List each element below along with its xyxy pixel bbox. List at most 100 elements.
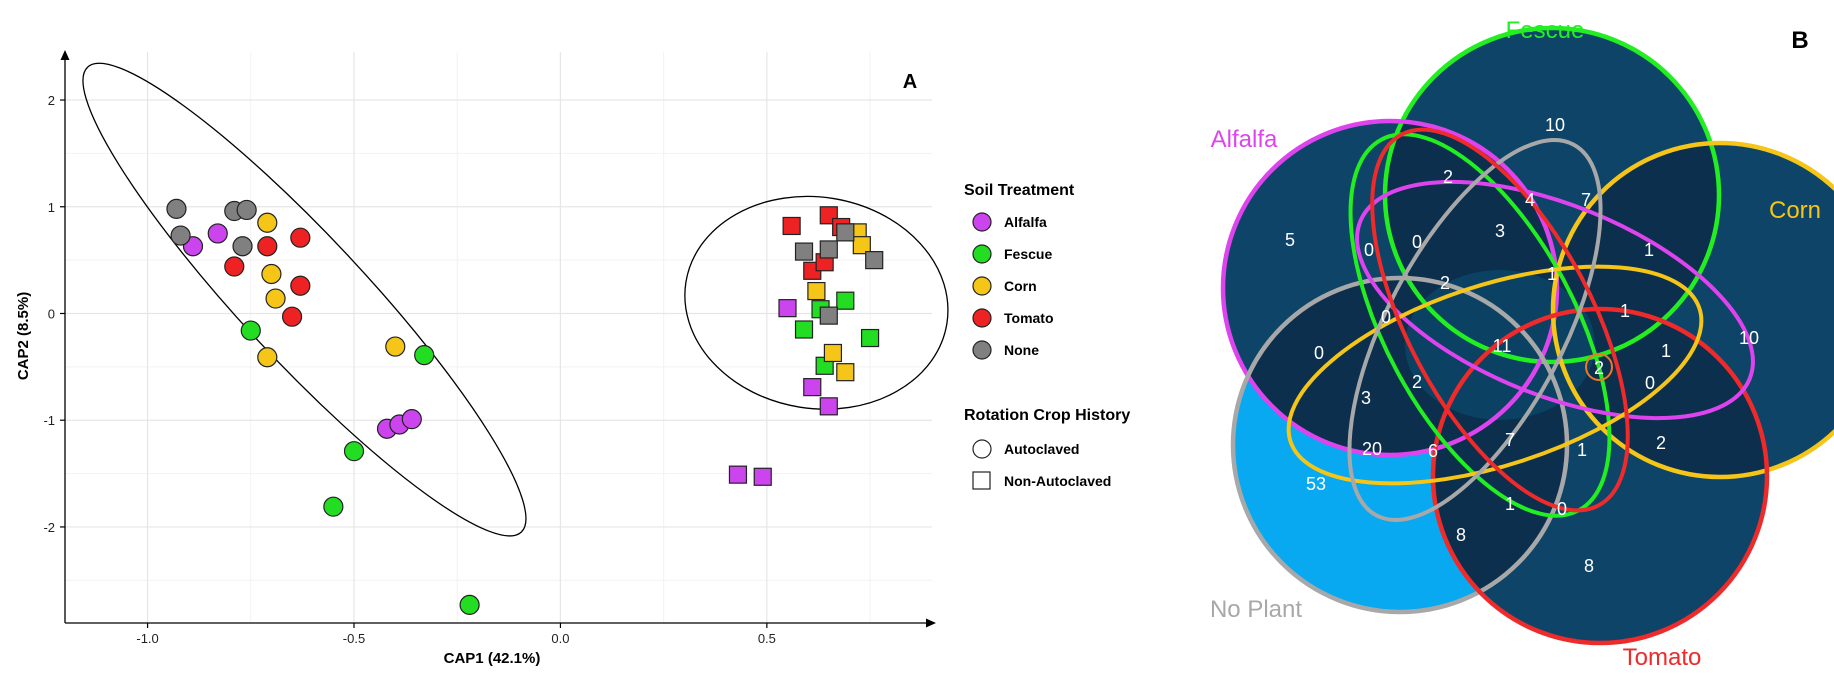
fescue-non-autoclaved-point — [794, 320, 814, 339]
venn-overlap-fescue-corn — [1553, 143, 1719, 362]
legend-marker-non-autoclaved — [972, 471, 991, 490]
legend-item-corn: Corn — [972, 276, 1037, 296]
venn-outline-tomato — [1430, 306, 1770, 646]
none-autoclaved-point — [232, 236, 253, 257]
venn-count: 0 — [1645, 373, 1655, 393]
x-axis-title: CAP1 (42.1%) — [444, 650, 541, 667]
legend-item-none: None — [972, 340, 1039, 360]
venn-count-corn-only: 10 — [1739, 328, 1759, 348]
legend-label-autoclaved: Autoclaved — [1004, 441, 1079, 457]
legend-item-alfalfa: Alfalfa — [972, 212, 1047, 232]
legend-marker-none — [972, 340, 992, 360]
corn-non-autoclaved-point — [823, 343, 843, 363]
venn-count: 1 — [1620, 301, 1630, 321]
legend-item-tomato: Tomato — [972, 308, 1054, 328]
venn-count: 7 — [1581, 190, 1591, 210]
venn-count: 0 — [1381, 307, 1391, 327]
venn-count: 1 — [1505, 494, 1515, 514]
legend-item-autoclaved: Autoclaved — [972, 439, 1079, 459]
corn-autoclaved-point — [257, 212, 278, 233]
x-tick-label: -0.5 — [343, 631, 365, 646]
alfalfa-non-autoclaved-point — [778, 299, 797, 318]
none-non-autoclaved-point — [819, 306, 838, 325]
fescue-autoclaved-point — [240, 320, 261, 341]
venn-count: 1 — [1577, 440, 1587, 460]
venn-outline-alfalfa — [1220, 118, 1560, 458]
legend-label-non-autoclaved: Non-Autoclaved — [1004, 473, 1111, 489]
gridlines — [65, 52, 932, 623]
alfalfa-non-autoclaved-point — [803, 378, 822, 397]
fescue-autoclaved-point — [323, 496, 344, 517]
venn-count: 20 — [1362, 439, 1382, 459]
corn-non-autoclaved-point — [807, 281, 826, 301]
corn-autoclaved-point — [257, 347, 278, 368]
alfalfa-non-autoclaved-point — [819, 397, 838, 416]
legend-item-non-autoclaved: Non-Autoclaved — [972, 471, 1111, 490]
venn-count: 4 — [1525, 190, 1535, 210]
y-axis-arrow — [60, 50, 70, 60]
y-tick-label: -2 — [43, 520, 55, 535]
venn-count: 2 — [1412, 372, 1422, 392]
cap-scatter-panel: -1.0 -0.5 0.0 0.5 2 1 0 -1 -2 CAP1 (42.1%) CAP2 … — [15, 50, 1130, 667]
x-tick-label: 0.0 — [551, 631, 569, 646]
legend-treatment-title: Soil Treatment — [964, 182, 1075, 199]
fescue-non-autoclaved-point — [836, 291, 855, 310]
venn-inner-curve-alfalfa — [1355, 179, 1755, 421]
x-tick-label: -1.0 — [136, 631, 158, 646]
fescue-autoclaved-point — [343, 441, 365, 462]
none-non-autoclaved-point — [836, 223, 855, 242]
x-axis-arrow — [926, 618, 936, 628]
legend-marker-corn — [972, 276, 992, 296]
venn-counts: 10 5 2 10 53 8 0 0 3 4 7 1 1 2 0 1 1 0 0… — [1285, 115, 1759, 576]
legend-label-none: None — [1004, 342, 1039, 358]
venn-count: 0 — [1314, 343, 1324, 363]
tomato-autoclaved-point — [281, 306, 303, 327]
none-autoclaved-point — [170, 225, 191, 246]
venn-count-noplant-only: 53 — [1306, 474, 1326, 494]
y-tick-label: -1 — [43, 413, 55, 428]
venn-inner-curve-noplant — [1347, 138, 1603, 522]
venn-region-fills — [1223, 28, 1834, 643]
venn-count-core: 11 — [1493, 336, 1512, 356]
venn-count: 2 — [1656, 433, 1666, 453]
venn-count: 0 — [1364, 240, 1374, 260]
legend-label-corn: Corn — [1004, 278, 1037, 294]
axis-ticks: -1.0 -0.5 0.0 0.5 2 1 0 -1 -2 — [43, 93, 775, 646]
alfalfa-autoclaved-point — [207, 223, 228, 244]
legend-label-alfalfa: Alfalfa — [1004, 214, 1047, 230]
venn-label-alfalfa: Alfalfa — [1211, 126, 1278, 153]
venn-count: 1 — [1661, 341, 1671, 361]
corn-non-autoclaved-point — [836, 363, 855, 382]
y-tick-label: 2 — [48, 93, 55, 108]
legend-label-tomato: Tomato — [1004, 310, 1054, 326]
alfalfa-non-autoclaved-point — [728, 465, 748, 484]
tomato-autoclaved-point — [257, 236, 278, 257]
none-autoclaved-point — [236, 199, 257, 221]
venn-count-highlighted: 2 — [1594, 358, 1604, 378]
venn-count-fescue-only: 10 — [1545, 115, 1565, 135]
legend-item-fescue: Fescue — [972, 244, 1052, 264]
corn-autoclaved-point — [261, 263, 282, 285]
corn-non-autoclaved-point — [852, 236, 871, 255]
tomato-non-autoclaved-point — [782, 216, 801, 236]
corn-autoclaved-point — [385, 336, 406, 357]
venn-label-tomato: Tomato — [1623, 644, 1702, 671]
tomato-autoclaved-point — [224, 256, 245, 277]
alfalfa-non-autoclaved-point — [753, 467, 772, 486]
legend-history-title: Rotation Crop History — [964, 407, 1130, 424]
legend-label-fescue: Fescue — [1004, 246, 1052, 262]
venn-count: 6 — [1428, 441, 1438, 461]
confidence-ellipses — [82, 62, 949, 537]
fescue-autoclaved-point — [414, 345, 435, 366]
venn-diagram-panel: Fescue Alfalfa Corn No Plant Tomato 10 5… — [1210, 17, 1834, 671]
fescue-autoclaved-point — [459, 594, 480, 615]
y-axis-title: CAP2 (8.5%) — [15, 292, 32, 380]
legend-soil-treatment: Soil Treatment Alfalfa Fescue Corn Tomat… — [964, 182, 1075, 360]
venn-count: 1 — [1644, 240, 1654, 260]
tomato-autoclaved-point — [290, 275, 311, 296]
fescue-non-autoclaved-point — [860, 328, 880, 348]
venn-outline-corn — [1550, 140, 1834, 480]
panel-b-label: B — [1791, 27, 1808, 54]
legend-rotation-history: Rotation Crop History Autoclaved Non-Aut… — [964, 407, 1130, 490]
